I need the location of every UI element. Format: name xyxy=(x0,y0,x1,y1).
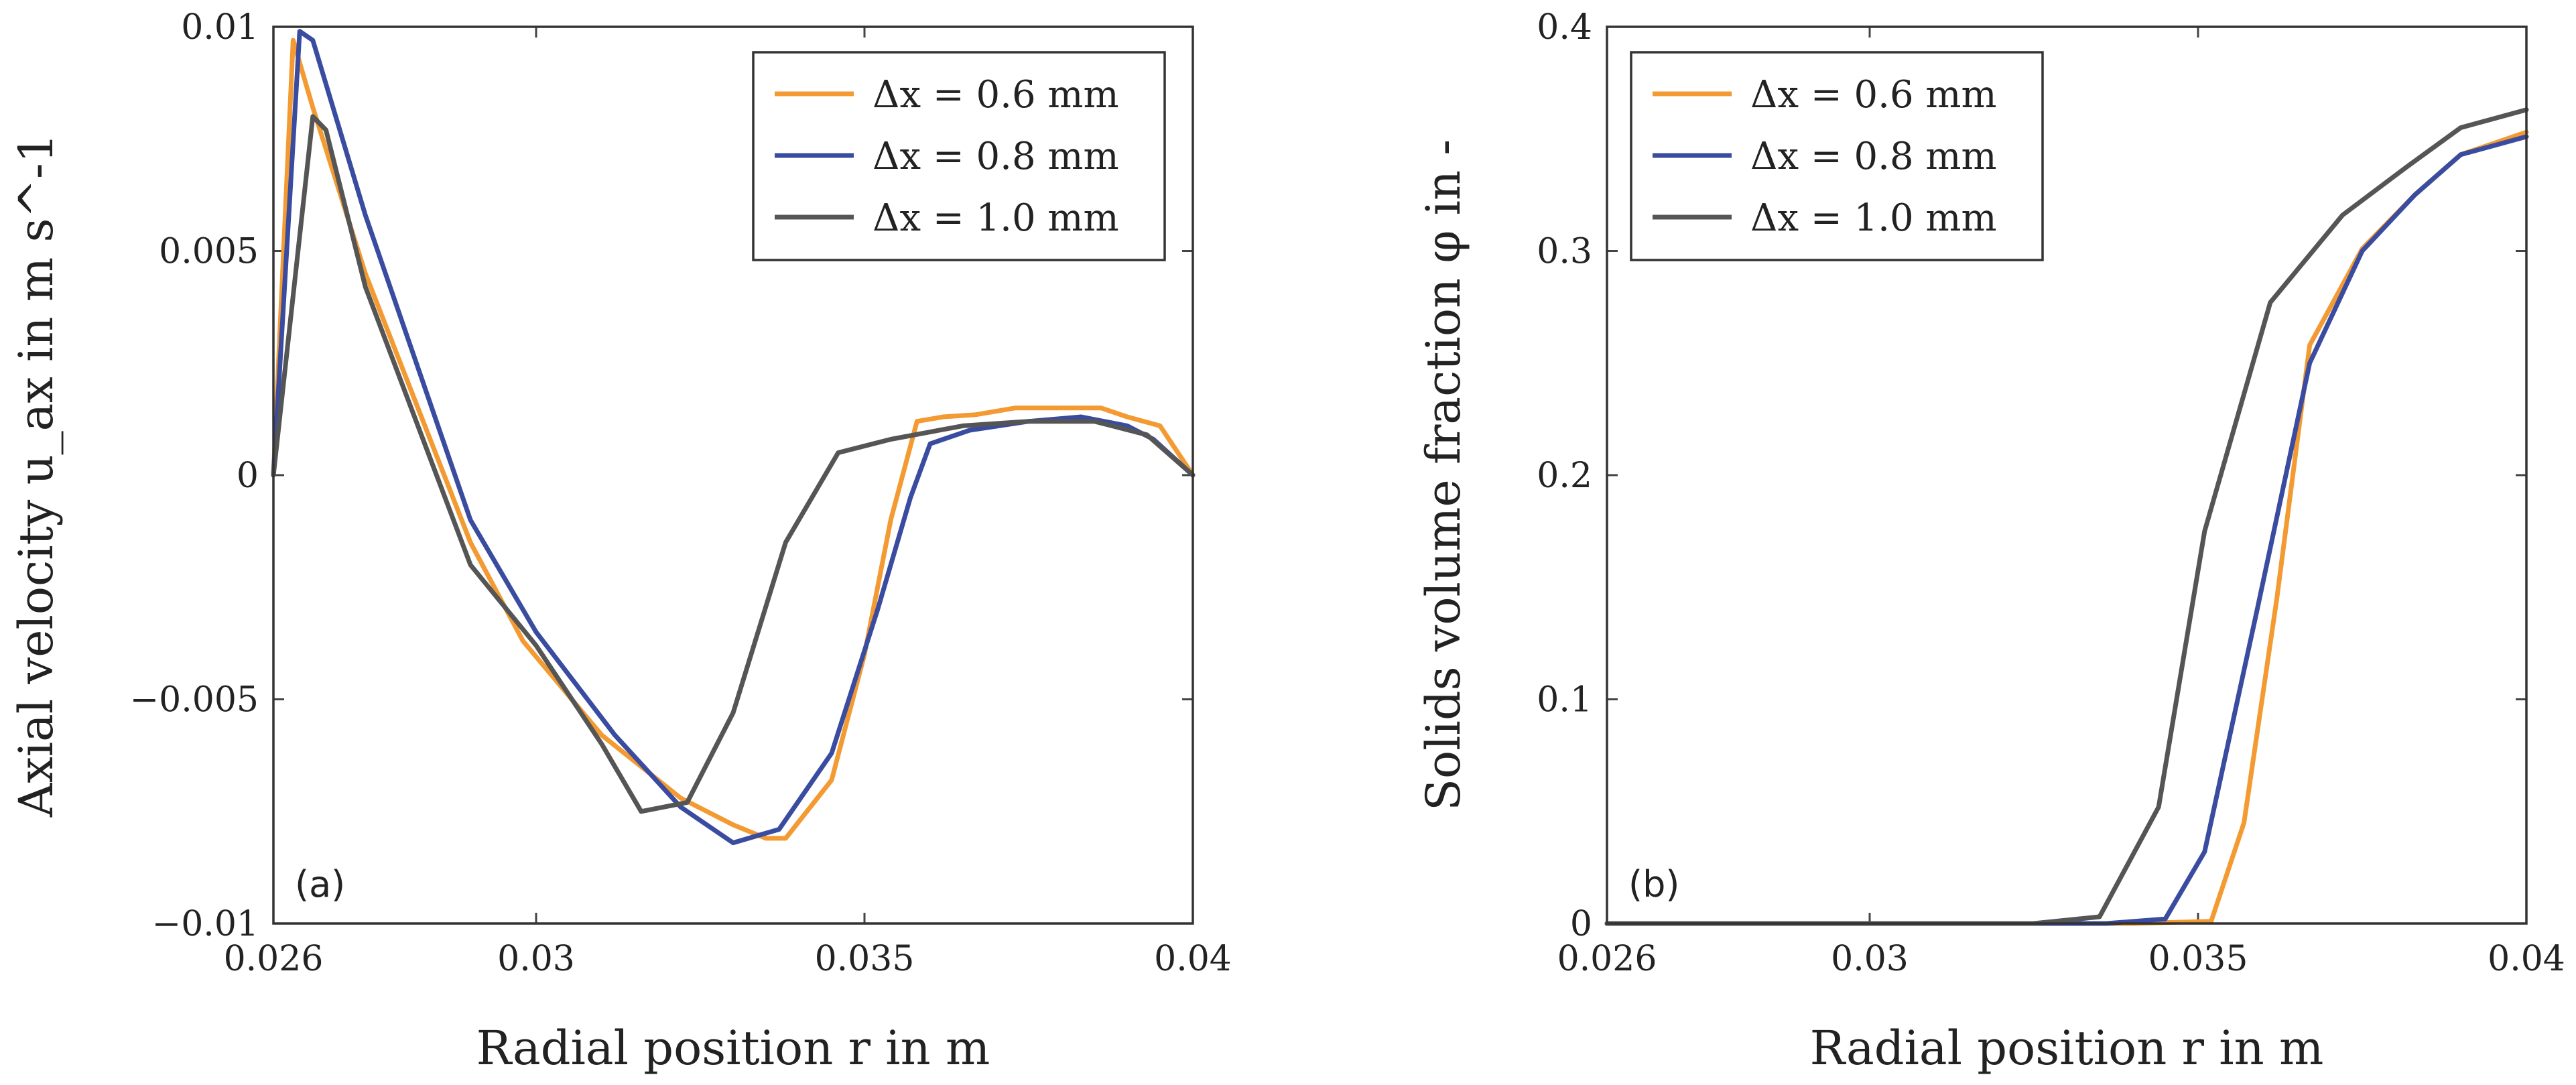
y-tick-label: 0.3 xyxy=(1537,232,1592,272)
legend-entry: Δx = 0.8 mm xyxy=(873,135,1119,178)
legend-entry: Δx = 0.6 mm xyxy=(873,73,1119,117)
y-tick-label: 0.2 xyxy=(1537,456,1592,496)
legend-entry: Δx = 1.0 mm xyxy=(1750,196,1997,240)
x-axis-label: Radial position r in m xyxy=(1810,1021,2324,1076)
series-lines xyxy=(271,29,1196,846)
y-tick-label: −0.01 xyxy=(152,904,259,944)
plot-frame xyxy=(272,25,1194,925)
x-axis-label: Radial position r in m xyxy=(476,1021,990,1076)
y-tick-label: 0.1 xyxy=(1537,680,1592,720)
x-tick-label: 0.035 xyxy=(815,939,915,979)
x-tick-label: 0.04 xyxy=(2488,939,2565,979)
y-tick-label: 0.005 xyxy=(159,232,259,272)
x-tick-label: 0.04 xyxy=(1154,939,1232,979)
y-tick-label: 0 xyxy=(237,456,259,496)
series-line-2 xyxy=(271,29,1196,846)
series-line-3 xyxy=(271,114,1196,814)
x-tick-label: 0.03 xyxy=(497,939,575,979)
legend: Δx = 0.6 mm Δx = 0.8 mm Δx = 1.0 mm xyxy=(752,51,1166,261)
x-tick-label: 0.026 xyxy=(1557,939,1657,979)
x-tick-label: 0.026 xyxy=(224,939,324,979)
legend-entry: Δx = 1.0 mm xyxy=(873,196,1119,240)
panel-label: (b) xyxy=(1628,863,1679,905)
panel-label: (a) xyxy=(295,863,345,905)
legend: Δx = 0.6 mm Δx = 0.8 mm Δx = 1.0 mm xyxy=(1630,51,2044,261)
y-tick-label: 0.4 xyxy=(1537,7,1592,48)
series-line-3 xyxy=(1604,107,2529,926)
chart-panel-b: 0.026 0.03 0.035 0.04 0 0.1 0.2 0.3 0.4 Radial po… xyxy=(1416,7,2565,1076)
y-axis-label: Solids volume fraction φ in - xyxy=(1416,139,1471,811)
legend-entry: Δx = 0.6 mm xyxy=(1750,73,1997,117)
x-tick-label: 0.03 xyxy=(1831,939,1909,979)
x-tick-label: 0.035 xyxy=(2148,939,2248,979)
y-tick-label: −0.005 xyxy=(130,680,259,720)
plot-frame xyxy=(1606,25,2528,925)
series-line-2 xyxy=(1604,134,2529,926)
y-axis-label: Axial velocity u_ax in m s^-1 xyxy=(9,133,64,818)
series-line-1 xyxy=(271,38,1196,841)
y-tick-label: 0 xyxy=(1570,904,1592,944)
y-tick-label: 0.01 xyxy=(181,7,259,48)
legend-entry: Δx = 0.8 mm xyxy=(1750,135,1997,178)
chart-panel-a: 0.026 0.03 0.035 0.04 −0.01 −0.005 0 0.005 0.01 R… xyxy=(9,7,1232,1076)
